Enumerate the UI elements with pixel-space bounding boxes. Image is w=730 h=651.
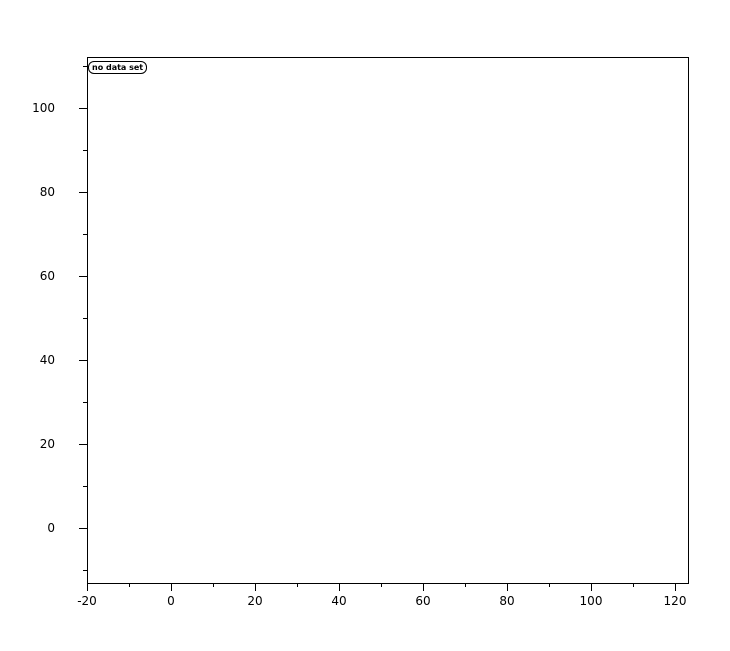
x-major-tick — [339, 583, 340, 591]
x-minor-tick — [633, 583, 634, 587]
plot-frame — [87, 57, 689, 584]
y-major-tick — [79, 444, 87, 445]
x-minor-tick — [129, 583, 130, 587]
x-minor-tick — [465, 583, 466, 587]
y-tick-label: 80 — [39, 185, 55, 199]
y-tick-label: 60 — [39, 269, 55, 283]
x-minor-tick — [381, 583, 382, 587]
x-tick-label: 100 — [579, 594, 603, 608]
x-tick-label: 20 — [247, 594, 263, 608]
x-major-tick — [675, 583, 676, 591]
y-tick-label: 40 — [39, 353, 55, 367]
x-major-tick — [507, 583, 508, 591]
y-tick-label: 0 — [47, 521, 55, 535]
y-major-tick — [79, 528, 87, 529]
y-minor-tick — [83, 486, 87, 487]
y-tick-label: 20 — [39, 437, 55, 451]
x-tick-label: 120 — [663, 594, 687, 608]
x-tick-label: 40 — [331, 594, 347, 608]
legend-label: no data set — [92, 63, 144, 72]
x-tick-label: 80 — [499, 594, 515, 608]
y-minor-tick — [83, 402, 87, 403]
x-tick-label: 60 — [415, 594, 431, 608]
x-minor-tick — [297, 583, 298, 587]
x-minor-tick — [213, 583, 214, 587]
y-minor-tick — [83, 150, 87, 151]
y-tick-label: 100 — [32, 101, 55, 115]
y-minor-tick — [83, 318, 87, 319]
legend: no data set — [88, 61, 148, 74]
x-major-tick — [423, 583, 424, 591]
x-tick-label: -20 — [77, 594, 97, 608]
x-tick-label: 0 — [167, 594, 175, 608]
x-minor-tick — [549, 583, 550, 587]
x-major-tick — [255, 583, 256, 591]
y-minor-tick — [83, 66, 87, 67]
y-minor-tick — [83, 570, 87, 571]
y-major-tick — [79, 360, 87, 361]
x-major-tick — [171, 583, 172, 591]
y-major-tick — [79, 108, 87, 109]
y-major-tick — [79, 192, 87, 193]
y-major-tick — [79, 276, 87, 277]
x-major-tick — [87, 583, 88, 591]
x-major-tick — [591, 583, 592, 591]
y-minor-tick — [83, 234, 87, 235]
